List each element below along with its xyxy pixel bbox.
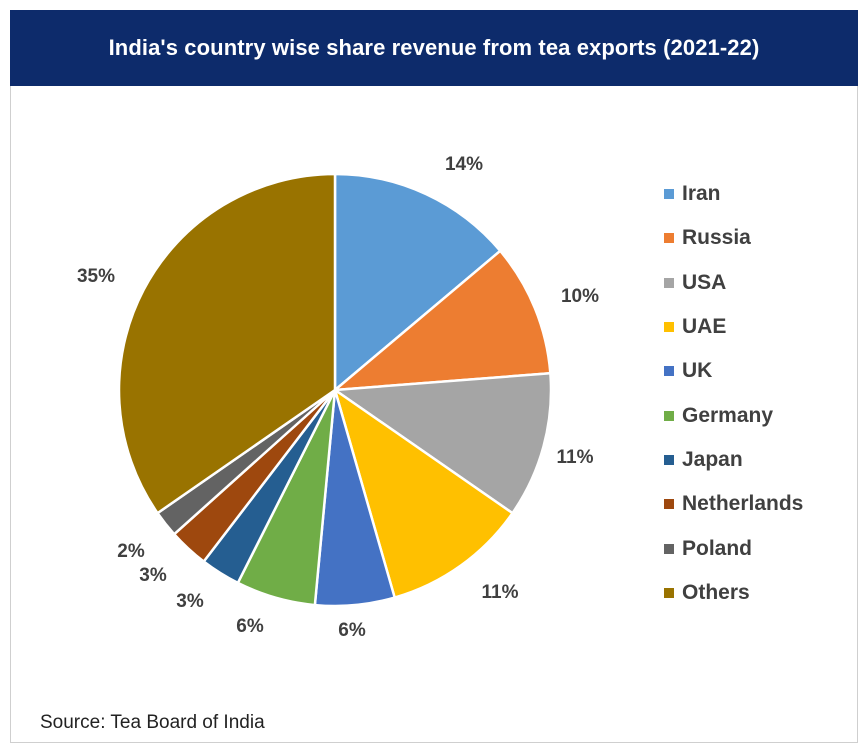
pie-slice-others	[117, 172, 337, 515]
legend-label: USA	[682, 270, 727, 294]
pie-slice-usa	[331, 371, 553, 515]
legend-swatch	[664, 366, 674, 377]
legend-item-germany: Germany	[664, 393, 803, 437]
legend-item-russia: Russia	[664, 216, 803, 260]
chart-title: India's country wise share revenue from …	[108, 35, 760, 60]
legend-swatch	[664, 499, 674, 510]
legend-label: UK	[682, 359, 713, 383]
legend-label: Germany	[682, 403, 774, 427]
legend-label: UAE	[682, 315, 727, 339]
title-bar: India's country wise share revenue from …	[10, 10, 858, 86]
legend-item-iran: Iran	[664, 172, 803, 216]
legend-swatch	[664, 543, 674, 554]
legend-item-netherlands: Netherlands	[664, 482, 803, 526]
data-label-japan: 3%	[176, 591, 204, 612]
data-label-russia: 10%	[561, 286, 599, 307]
legend-item-poland: Poland	[664, 526, 803, 570]
legend-label: Poland	[682, 536, 753, 560]
data-label-iran: 14%	[445, 154, 483, 175]
legend-item-uk: UK	[664, 349, 803, 393]
pie-slice-russia	[331, 249, 552, 392]
pie-slice-uae	[332, 386, 515, 600]
legend-swatch	[664, 410, 674, 421]
legend-swatch	[664, 233, 674, 244]
source-note: Source: Tea Board of India	[40, 712, 265, 733]
legend-label: Japan	[682, 447, 743, 471]
data-label-others: 35%	[77, 266, 115, 287]
data-label-uae: 11%	[482, 582, 519, 603]
data-label-netherlands: 3%	[139, 565, 167, 586]
legend-label: Netherlands	[682, 492, 804, 516]
data-label-germany: 6%	[236, 616, 264, 637]
legend-label: Iran	[682, 182, 721, 206]
legend-swatch	[664, 189, 674, 200]
legend-swatch	[664, 454, 674, 465]
data-label-uk: 6%	[338, 620, 366, 641]
legend-item-usa: USA	[664, 261, 803, 305]
data-label-poland: 2%	[117, 541, 145, 562]
pie-slice-iran	[333, 172, 502, 393]
legend-item-uae: UAE	[664, 305, 803, 349]
legend-label: Russia	[682, 226, 751, 250]
legend-swatch	[664, 322, 674, 333]
legend-label: Others	[682, 580, 750, 604]
legend-swatch	[664, 277, 674, 288]
legend: Iran Russia USA UAE UK Germany Japan Netherland…	[664, 172, 803, 615]
data-label-usa: 11%	[557, 447, 594, 468]
legend-item-japan: Japan	[664, 438, 803, 482]
legend-item-others: Others	[664, 571, 803, 615]
legend-swatch	[664, 587, 674, 598]
